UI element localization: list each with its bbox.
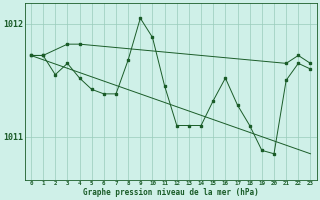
X-axis label: Graphe pression niveau de la mer (hPa): Graphe pression niveau de la mer (hPa) bbox=[83, 188, 259, 197]
